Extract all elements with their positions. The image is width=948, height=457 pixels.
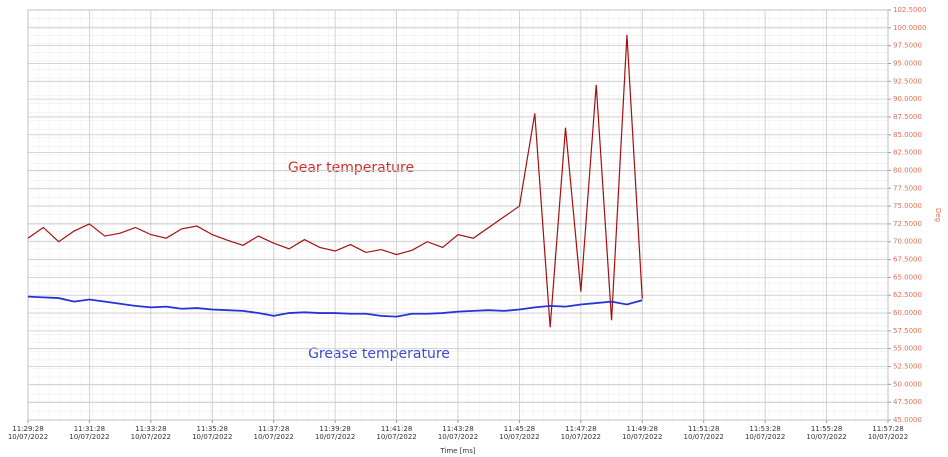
y2-tick-label: 60.0000	[893, 309, 922, 317]
y2-tick-label: 70.0000	[893, 238, 922, 246]
y2-tick-label: 97.5000	[893, 42, 922, 50]
y2-tick-label: 55.0000	[893, 345, 922, 353]
x-tick-label: 11:33:28 10/07/2022	[130, 425, 172, 441]
x-tick-label: 11:39:28 10/07/2022	[314, 425, 356, 441]
x-tick-label: 11:41:28 10/07/2022	[376, 425, 417, 441]
y2-tick-label: 50.0000	[893, 380, 922, 388]
x-tick-label: 11:47:28 10/07/2022	[560, 425, 602, 441]
annotation: Gear temperature	[288, 160, 414, 176]
y2-tick-label: 95.0000	[893, 59, 922, 67]
x-axis-label: Time [ms]	[439, 447, 476, 455]
y2-tick-label: 102.5000	[893, 6, 926, 14]
x-tick-label: 11:53:28 10/07/2022	[744, 425, 786, 441]
y2-tick-label: 65.0000	[893, 273, 922, 281]
x-tick-label: 11:37:28 10/07/2022	[253, 425, 294, 441]
y2-tick-label: 62.5000	[893, 291, 922, 299]
x-tick-label: 11:45:28 10/07/2022	[499, 425, 540, 441]
x-tick-label: 11:31:28 10/07/2022	[69, 425, 110, 441]
y2-tick-label: 90.0000	[893, 95, 922, 103]
x-tick-label: 11:35:28 10/07/2022	[192, 425, 233, 441]
y2-tick-label: 92.5000	[893, 77, 922, 85]
x-tick-label: 11:57:28 10/07/2022	[867, 425, 909, 441]
y2-tick-label: 45.0000	[893, 416, 922, 424]
y2-tick-label: 47.5000	[893, 398, 922, 406]
x-tick-label: 11:43:28 10/07/2022	[437, 425, 479, 441]
y2-tick-label: 67.5000	[893, 256, 922, 264]
y2-tick-label: 72.5000	[893, 220, 922, 228]
y2-tick-label: 87.5000	[893, 113, 922, 121]
y2-tick-label: 80.0000	[893, 166, 922, 174]
y2-tick-label: 75.0000	[893, 202, 922, 210]
x-tick-label: 11:55:28 10/07/2022	[806, 425, 847, 441]
y2-tick-label: 77.5000	[893, 184, 922, 192]
y2-tick-label: 52.5000	[893, 363, 922, 371]
y2-axis-label: Deg	[934, 208, 942, 222]
x-tick-label: 11:51:28 10/07/2022	[683, 425, 724, 441]
annotation: Grease temperature	[308, 346, 450, 362]
series-line	[27, 34, 643, 328]
y2-tick-label: 57.5000	[893, 327, 922, 335]
y2-tick-label: 82.5000	[893, 149, 922, 157]
x-tick-label: 11:29:28 10/07/2022	[7, 425, 49, 441]
y2-tick-label: 85.0000	[893, 131, 922, 139]
y2-tick-label: 100.0000	[893, 24, 926, 32]
series-line	[27, 295, 643, 318]
x-tick-label: 11:49:28 10/07/2022	[622, 425, 663, 441]
